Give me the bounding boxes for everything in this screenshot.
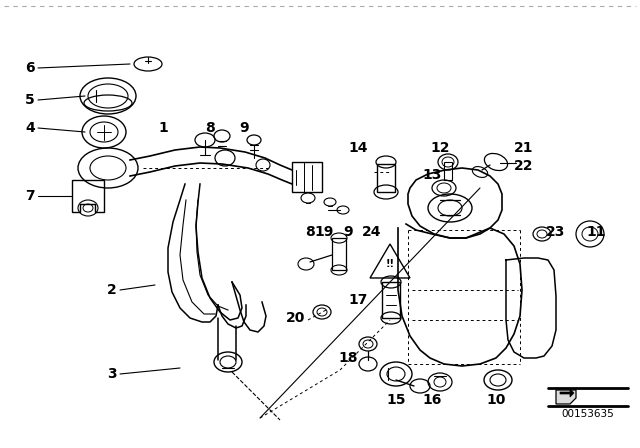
Text: 18: 18 [339,351,358,365]
Text: 5: 5 [25,93,35,107]
Text: 1: 1 [158,121,168,135]
Text: 11: 11 [586,225,605,239]
Text: 8: 8 [305,225,315,239]
Bar [332,238,346,270]
Text: 21: 21 [515,141,534,155]
Bar [377,164,395,192]
Text: 23: 23 [547,225,566,239]
Polygon shape [560,389,574,397]
Text: 19: 19 [314,225,333,239]
Text: 9: 9 [239,121,249,135]
Text: 3: 3 [107,367,117,381]
Text: 14: 14 [348,141,368,155]
Text: 9: 9 [343,225,353,239]
Text: 2: 2 [107,283,117,297]
Text: 4: 4 [25,121,35,135]
Text: 20: 20 [286,311,306,325]
Bar [444,162,452,180]
Text: 16: 16 [422,393,442,407]
Text: 12: 12 [430,141,450,155]
Text: 8: 8 [205,121,215,135]
Text: !!: !! [385,259,394,269]
Bar [292,162,322,192]
Text: 6: 6 [25,61,35,75]
Text: 13: 13 [422,168,442,182]
Text: 24: 24 [362,225,381,239]
Text: 00153635: 00153635 [562,409,614,419]
Text: 22: 22 [515,159,534,173]
Polygon shape [556,390,576,404]
Text: 17: 17 [348,293,368,307]
Text: 10: 10 [486,393,506,407]
Text: 15: 15 [387,393,406,407]
Text: 7: 7 [25,189,35,203]
Bar [382,282,400,318]
